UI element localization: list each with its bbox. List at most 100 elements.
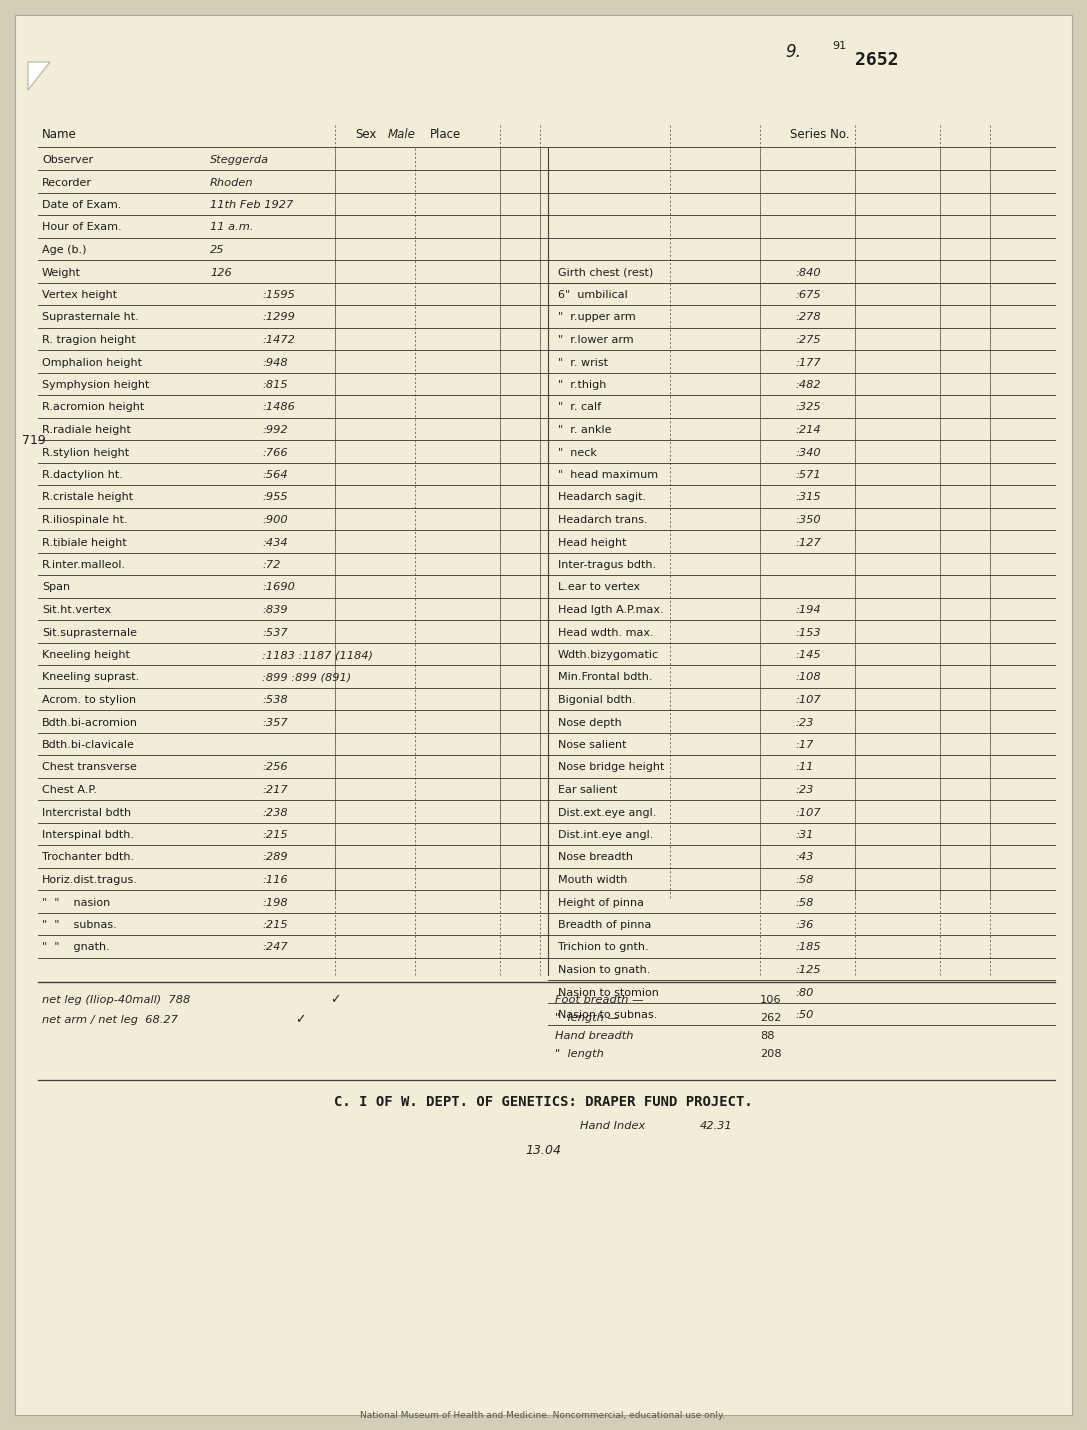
Text: :11: :11 [795,762,813,772]
Text: :992: :992 [262,425,288,435]
Text: "  r. calf: " r. calf [558,402,601,412]
Text: :23: :23 [795,718,813,728]
Text: Date of Exam.: Date of Exam. [42,200,122,210]
Text: Kneeling height: Kneeling height [42,651,129,661]
Text: 25: 25 [210,245,225,255]
Text: Inter-tragus bdth.: Inter-tragus bdth. [558,561,657,571]
Text: :766: :766 [262,448,288,458]
Text: :177: :177 [795,358,821,368]
Text: :434: :434 [262,538,288,548]
Text: :214: :214 [795,425,821,435]
Text: :256: :256 [262,762,288,772]
Text: 11th Feb 1927: 11th Feb 1927 [210,200,293,210]
Text: 42.31: 42.31 [700,1121,733,1131]
Text: C. I OF W. DEPT. OF GENETICS: DRAPER FUND PROJECT.: C. I OF W. DEPT. OF GENETICS: DRAPER FUN… [334,1095,752,1110]
Text: 106: 106 [760,995,782,1005]
Text: Height of pinna: Height of pinna [558,898,644,908]
Text: :564: :564 [262,470,288,480]
Text: :116: :116 [262,875,288,885]
Text: Trochanter bdth.: Trochanter bdth. [42,852,134,862]
Text: :247: :247 [262,942,288,952]
Text: "  neck: " neck [558,448,597,458]
Text: :198: :198 [262,898,288,908]
Text: Ear salient: Ear salient [558,785,617,795]
Text: "  r.thigh: " r.thigh [558,380,607,390]
Text: :23: :23 [795,785,813,795]
Text: Weight: Weight [42,267,82,277]
Text: net arm / net leg  68.27: net arm / net leg 68.27 [42,1015,178,1025]
Text: Foot breadth —: Foot breadth — [555,995,644,1005]
Text: Steggerda: Steggerda [210,154,270,164]
Text: Symphysion height: Symphysion height [42,380,149,390]
Text: Headarch trans.: Headarch trans. [558,515,648,525]
Text: 126: 126 [210,267,232,277]
Text: Dist.int.eye angl.: Dist.int.eye angl. [558,829,653,839]
Text: Dist.ext.eye angl.: Dist.ext.eye angl. [558,808,657,818]
Text: 719: 719 [22,433,46,446]
Text: Hour of Exam.: Hour of Exam. [42,223,122,233]
Text: Headarch sagit.: Headarch sagit. [558,492,646,502]
Text: :108: :108 [795,672,821,682]
Text: Bigonial bdth.: Bigonial bdth. [558,695,636,705]
Text: :36: :36 [795,919,813,930]
Text: R.acromion height: R.acromion height [42,402,145,412]
Text: 91: 91 [832,41,846,51]
Text: Girth chest (rest): Girth chest (rest) [558,267,653,277]
Text: :1183 :1187 (1184): :1183 :1187 (1184) [262,651,373,661]
Text: :80: :80 [795,988,813,998]
Text: Sit.ht.vertex: Sit.ht.vertex [42,605,111,615]
Text: Min.Frontal bdth.: Min.Frontal bdth. [558,672,652,682]
Text: Breadth of pinna: Breadth of pinna [558,919,651,930]
Text: Sex: Sex [355,129,376,142]
Text: :145: :145 [795,651,821,661]
Text: Chest A.P.: Chest A.P. [42,785,97,795]
Text: :1486: :1486 [262,402,295,412]
Text: Observer: Observer [42,154,93,164]
Text: :357: :357 [262,718,288,728]
Text: Nose bridge height: Nose bridge height [558,762,664,772]
Text: 9.: 9. [785,43,801,61]
Text: R. tragion height: R. tragion height [42,335,136,345]
Text: Nasion to stomion: Nasion to stomion [558,988,659,998]
Text: 88: 88 [760,1031,775,1041]
Text: "  "    subnas.: " " subnas. [42,919,116,930]
Text: :107: :107 [795,808,821,818]
Text: Hand Index: Hand Index [580,1121,646,1131]
Text: :325: :325 [795,402,821,412]
Text: :43: :43 [795,852,813,862]
Text: :215: :215 [262,829,288,839]
Text: :153: :153 [795,628,821,638]
Text: Trichion to gnth.: Trichion to gnth. [558,942,649,952]
Text: Chest transverse: Chest transverse [42,762,137,772]
Text: Head height: Head height [558,538,626,548]
Text: :537: :537 [262,628,288,638]
Text: 262: 262 [760,1012,782,1022]
Text: :17: :17 [795,739,813,749]
Text: "  "    nasion: " " nasion [42,898,110,908]
Text: :289: :289 [262,852,288,862]
Text: :50: :50 [795,1010,813,1020]
Text: Acrom. to stylion: Acrom. to stylion [42,695,136,705]
Text: ✓: ✓ [330,994,340,1007]
Text: National Museum of Health and Medicine. Noncommercial, educational use only.: National Museum of Health and Medicine. … [361,1410,725,1420]
Text: Nasion to subnas.: Nasion to subnas. [558,1010,658,1020]
Text: :215: :215 [262,919,288,930]
Text: Omphalion height: Omphalion height [42,358,142,368]
Text: R.inter.malleol.: R.inter.malleol. [42,561,126,571]
Text: R.iliospinale ht.: R.iliospinale ht. [42,515,127,525]
Text: "  r.lower arm: " r.lower arm [558,335,634,345]
Text: R.dactylion ht.: R.dactylion ht. [42,470,123,480]
Text: Head wdth. max.: Head wdth. max. [558,628,653,638]
Text: 6"  umbilical: 6" umbilical [558,290,628,300]
Text: :194: :194 [795,605,821,615]
Text: :238: :238 [262,808,288,818]
Text: "  r. ankle: " r. ankle [558,425,612,435]
Text: R.cristale height: R.cristale height [42,492,133,502]
Text: :58: :58 [795,898,813,908]
Text: Series No.: Series No. [790,129,850,142]
Text: Nose breadth: Nose breadth [558,852,633,862]
Text: :1472: :1472 [262,335,295,345]
Text: :315: :315 [795,492,821,502]
Text: :1595: :1595 [262,290,295,300]
Text: "  r. wrist: " r. wrist [558,358,608,368]
